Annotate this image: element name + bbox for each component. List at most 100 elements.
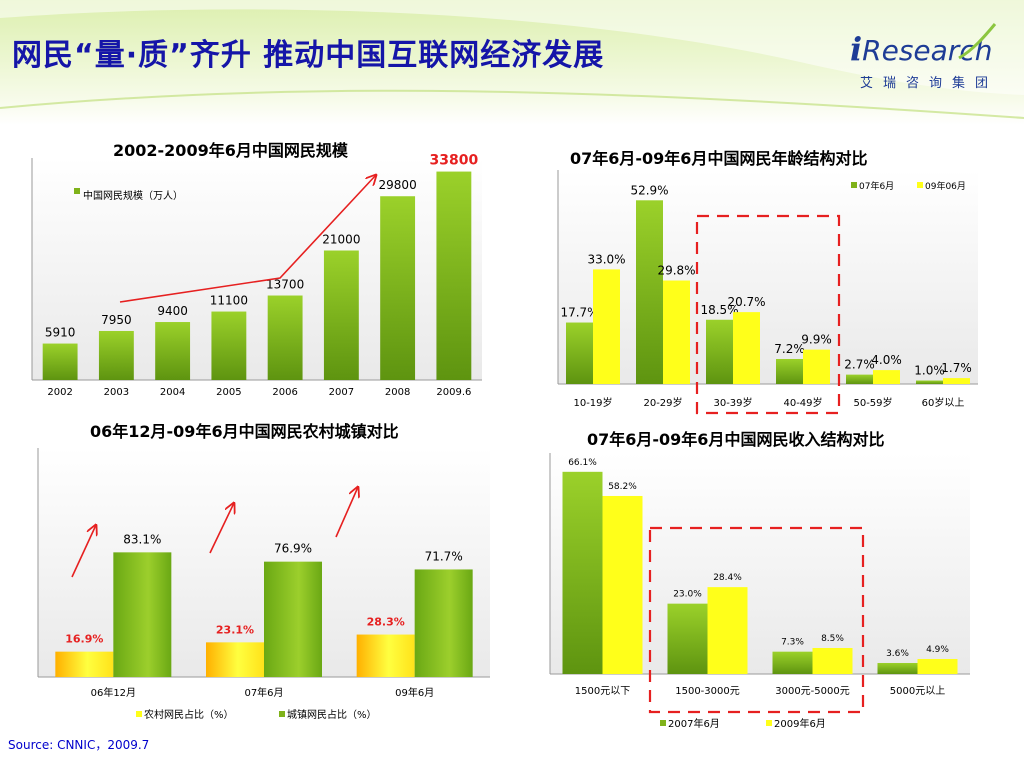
chart2-title: 07年6月-09年6月中国网民年龄结构对比 [570,149,868,168]
c2-bar [663,280,690,384]
c4-bar [772,651,813,674]
c3-bar [264,561,322,677]
c3-value-label: 76.9% [274,542,312,556]
c2-legend-swatch [917,182,923,188]
c2-value-label: 1.0% [914,364,945,378]
c3-value-label: 16.9% [65,633,103,646]
c1-bar [323,250,359,380]
c2-x-tick: 10-19岁 [573,396,612,409]
c3-x-tick: 07年6月 [244,686,283,699]
c2-bar [943,378,970,384]
c2-value-label: 2.7% [844,358,875,372]
c2-value-label: 1.7% [941,361,972,375]
c2-bar [873,370,900,384]
c1-value-label: 9400 [157,304,188,318]
c1-bar [98,330,134,380]
logo-swoosh-icon [958,23,997,60]
c4-legend-label: 2007年6月 [668,717,720,730]
c2-bar [803,349,830,384]
c3-legend-label: 城镇网民占比（%） [287,708,377,721]
c3-trend-arrow [209,503,234,554]
chart3-title: 06年12月-09年6月中国网民农村城镇对比 [90,422,399,441]
c1-bar [42,343,78,380]
source-note: Source: CNNIC，2009.7 [8,738,150,752]
c2-x-tick: 50-59岁 [853,396,892,409]
c1-x-tick: 2002 [47,387,72,398]
c3-x-tick: 09年6月 [395,686,434,699]
c1-legend-swatch [74,188,80,194]
c4-x-tick: 5000元以上 [890,685,945,697]
c3-trend-arrow [71,525,96,578]
chart-rural-urban: 16.9% 83.1% 06年12月 23.1% 76.9% 07年6月 28.3% 71.7… [37,448,490,721]
c2-value-label: 29.8% [657,264,695,278]
c4-bar [877,662,918,674]
c4-value-label: 3.6% [886,649,909,659]
c2-value-label: 17.7% [560,306,598,320]
logo-i-letter: i [850,30,863,68]
c3-bar [55,651,114,677]
c2-plot-bg [558,170,978,384]
c2-x-tick: 30-39岁 [713,396,752,409]
c3-bar [356,634,415,677]
c1-value-label: 29800 [379,178,417,192]
c2-value-label: 33.0% [587,252,625,266]
chart-income-structure: 66.1% 58.2% 1500元以下 23.0% 28.4% 1500-3000元 7.3… [549,453,970,730]
c2-value-label: 18.5% [700,303,738,317]
c3-bar [206,642,264,677]
c3-bar [414,569,473,677]
c3-value-label: 83.1% [123,532,161,546]
c2-legend-label: 09年06月 [925,180,966,192]
c2-highlight-box [695,214,841,415]
c4-value-label: 7.3% [781,638,804,648]
c4-value-label: 23.0% [673,590,702,600]
c3-legend-swatch [279,711,285,717]
c2-bar [916,380,943,384]
c4-bar [812,648,853,674]
c1-x-tick: 2003 [104,387,129,398]
c1-bar [211,311,247,380]
c4-value-label: 66.1% [568,458,597,468]
header-band [0,0,1024,125]
c1-value-label: 33800 [430,153,479,169]
header-swoosh [0,0,1024,119]
c2-bar [776,358,803,384]
c1-bar [380,196,416,380]
c2-value-label: 9.9% [801,333,832,347]
c4-value-label: 4.9% [926,645,949,655]
c3-legend-label: 农村网民占比（%） [144,708,234,721]
c1-x-tick: 2009.6 [436,387,471,398]
logo-subtitle: 艾瑞咨询集团 [860,76,999,91]
c4-legend-swatch [660,720,666,726]
c1-value-label: 5910 [45,326,76,340]
c3-bar [113,552,172,677]
c2-value-label: 4.0% [871,353,902,367]
c2-value-label: 20.7% [727,295,765,309]
c2-value-label: 7.2% [774,342,805,356]
c4-highlight-box [648,526,865,714]
c4-bar [707,587,748,674]
c4-bar [602,495,643,674]
c1-x-tick: 2005 [216,387,241,398]
c2-bar [846,374,873,384]
c4-value-label: 58.2% [608,482,637,492]
c2-x-tick: 40-49岁 [783,396,822,409]
chart-user-scale: 5910 2002 7950 2003 9400 2004 11100 2005 13700 20… [31,153,482,398]
c4-value-label: 28.4% [713,573,742,583]
page-title: 网民“量·质”齐升 推动中国互联网经济发展 [12,38,605,73]
c2-legend-label: 07年6月 [859,180,894,192]
c3-value-label: 71.7% [425,549,463,563]
c3-trend-arrow [335,487,358,538]
chart4-title: 07年6月-09年6月中国网民收入结构对比 [587,430,885,449]
c1-bar [155,322,191,380]
c1-x-tick: 2008 [385,387,410,398]
c1-bar [267,295,303,380]
c4-x-tick: 1500元以下 [575,686,630,697]
c3-legend-swatch [136,711,142,717]
c2-bar [593,269,620,384]
c4-x-tick: 1500-3000元 [675,686,740,697]
c1-value-label: 21000 [322,233,360,247]
c4-value-label: 8.5% [821,634,844,644]
c4-x-tick: 3000元-5000元 [775,686,850,697]
c2-bar [733,312,760,384]
c3-value-label: 23.1% [216,623,254,636]
